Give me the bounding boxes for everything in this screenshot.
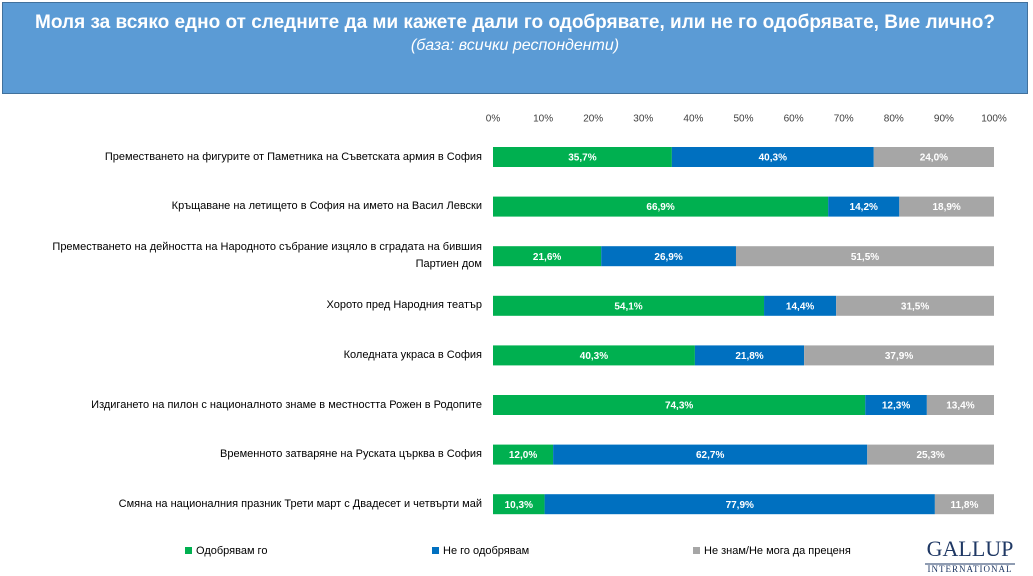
category-label: Преместването на дейността на Народното … [52, 241, 482, 271]
category-label: Коледната украса в София [343, 348, 482, 361]
bar-segment [493, 147, 672, 167]
x-tick-label: 90% [934, 114, 954, 125]
x-tick-label: 30% [633, 114, 653, 125]
data-label: 21,6% [533, 252, 561, 263]
data-label: 25,3% [916, 450, 944, 461]
chart-title: Моля за всяко едно от следните да ми каж… [35, 12, 995, 33]
bar-segment [867, 444, 994, 465]
data-label: 12,3% [882, 401, 910, 412]
bar-segment [873, 147, 994, 167]
logo: GALLUP [927, 536, 1014, 561]
data-label: 21,8% [735, 351, 763, 362]
legend-swatch [432, 547, 439, 554]
x-tick-label: 100% [981, 114, 1007, 125]
data-label: 40,3% [580, 351, 608, 362]
legend-swatch [185, 547, 192, 554]
bar-segment [493, 345, 695, 366]
data-label: 24,0% [920, 153, 948, 164]
bar-segment [828, 196, 900, 217]
legend-swatch [693, 547, 700, 554]
header: Моля за всяко едно от следните да ми каж… [2, 2, 1028, 94]
data-label: 31,5% [901, 301, 929, 312]
bar-segment [493, 246, 602, 267]
data-label: 54,1% [614, 301, 642, 312]
data-label: 12,0% [509, 450, 537, 461]
bar-segment [926, 395, 994, 415]
bar-segment [493, 494, 545, 515]
data-label: 18,9% [932, 202, 960, 213]
category-label: Хорото пред Народния театър [326, 299, 482, 312]
category-label: Издигането на пилон с националното знаме… [91, 398, 482, 411]
data-label: 26,9% [654, 252, 682, 263]
chart-subtitle: (база: всички респонденти) [410, 37, 620, 54]
category-label: Временното затваряне на Руската църква в… [220, 448, 482, 461]
data-label: 62,7% [696, 450, 724, 461]
category-label: Преместването на фигурите от Паметника н… [104, 150, 482, 163]
data-label: 51,5% [851, 252, 879, 263]
data-label: 11,8% [951, 500, 979, 511]
bar-segment [934, 494, 994, 515]
x-tick-label: 50% [733, 114, 753, 125]
bar-segment [493, 444, 554, 465]
bar-segment [836, 295, 994, 316]
category-label: Кръщаване на летището в София на името н… [171, 200, 482, 213]
x-tick-label: 10% [533, 114, 553, 125]
x-tick-label: 80% [884, 114, 904, 125]
data-label: 74,3% [665, 401, 693, 412]
x-tick-label: 60% [784, 114, 804, 125]
x-tick-label: 70% [834, 114, 854, 125]
data-label: 37,9% [885, 351, 913, 362]
x-tick-label: 0% [486, 114, 501, 125]
legend-label: Одобрявам го [196, 545, 267, 557]
data-label: 13,4% [946, 401, 974, 412]
bar-segment [735, 246, 994, 267]
bar-segment [764, 295, 837, 316]
data-label: 66,9% [646, 202, 674, 213]
bar-segment [671, 147, 874, 167]
legend-label: Не го одобрявам [443, 545, 529, 557]
bar-segment [601, 246, 736, 267]
bar-segment [553, 444, 868, 465]
logo-sub: INTERNATIONAL [928, 564, 1013, 574]
data-label: 10,3% [505, 500, 533, 511]
data-label: 77,9% [726, 500, 754, 511]
bar-segment [544, 494, 935, 515]
bar-segment [493, 196, 829, 217]
data-label: 14,4% [786, 301, 814, 312]
x-tick-label: 40% [683, 114, 703, 125]
data-label: 40,3% [759, 153, 787, 164]
category-label: Смяна на националния празник Трети март … [118, 497, 482, 510]
data-label: 35,7% [568, 153, 596, 164]
data-label: 14,2% [850, 202, 878, 213]
bar-segment [865, 395, 927, 415]
bar-segment [899, 196, 994, 217]
legend-label: Не знам/Не мога да преценя [704, 545, 851, 557]
bar-segment [493, 395, 866, 415]
bar-segment [493, 295, 765, 316]
x-tick-label: 20% [583, 114, 603, 125]
bar-segment [694, 345, 805, 366]
bar-segment [804, 345, 994, 366]
